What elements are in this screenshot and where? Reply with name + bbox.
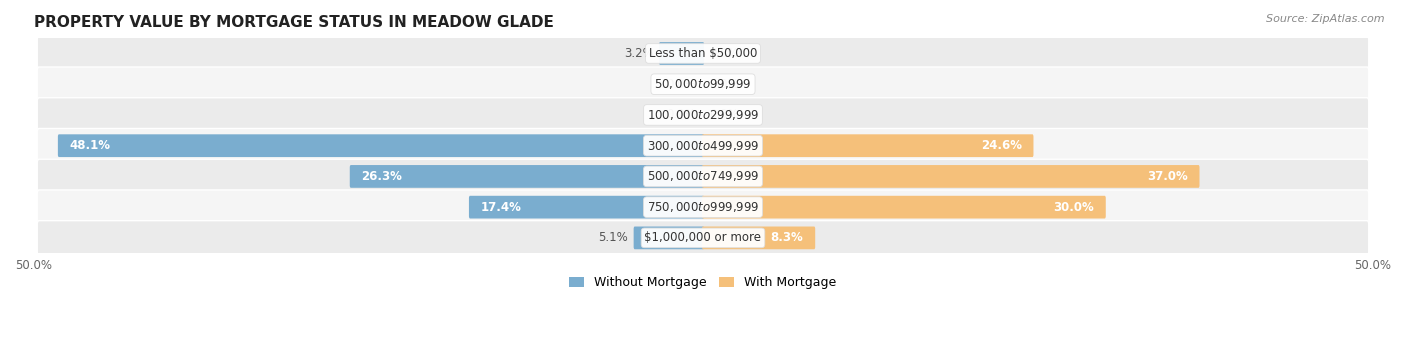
Text: 24.6%: 24.6% xyxy=(980,139,1022,152)
FancyBboxPatch shape xyxy=(37,67,1369,101)
FancyBboxPatch shape xyxy=(37,36,1369,71)
Text: $100,000 to $299,999: $100,000 to $299,999 xyxy=(647,108,759,122)
FancyBboxPatch shape xyxy=(470,196,704,219)
FancyBboxPatch shape xyxy=(702,196,1105,219)
FancyBboxPatch shape xyxy=(702,134,1033,157)
Text: $300,000 to $499,999: $300,000 to $499,999 xyxy=(647,139,759,153)
Text: Source: ZipAtlas.com: Source: ZipAtlas.com xyxy=(1267,14,1385,23)
FancyBboxPatch shape xyxy=(37,98,1369,132)
Text: 17.4%: 17.4% xyxy=(481,201,522,214)
Text: 5.1%: 5.1% xyxy=(599,232,628,244)
Text: PROPERTY VALUE BY MORTGAGE STATUS IN MEADOW GLADE: PROPERTY VALUE BY MORTGAGE STATUS IN MEA… xyxy=(34,15,554,30)
Text: 30.0%: 30.0% xyxy=(1053,201,1094,214)
Text: 48.1%: 48.1% xyxy=(70,139,111,152)
Text: 0.0%: 0.0% xyxy=(710,108,740,121)
Text: 26.3%: 26.3% xyxy=(361,170,402,183)
Text: 0.0%: 0.0% xyxy=(710,47,740,60)
FancyBboxPatch shape xyxy=(37,159,1369,193)
Text: $1,000,000 or more: $1,000,000 or more xyxy=(644,232,762,244)
FancyBboxPatch shape xyxy=(37,129,1369,163)
FancyBboxPatch shape xyxy=(659,42,704,65)
Text: 0.0%: 0.0% xyxy=(666,108,696,121)
Text: $50,000 to $99,999: $50,000 to $99,999 xyxy=(654,77,752,91)
FancyBboxPatch shape xyxy=(634,226,704,249)
FancyBboxPatch shape xyxy=(37,221,1369,255)
FancyBboxPatch shape xyxy=(702,165,1199,188)
Text: Less than $50,000: Less than $50,000 xyxy=(648,47,758,60)
Text: 37.0%: 37.0% xyxy=(1147,170,1188,183)
Text: 0.0%: 0.0% xyxy=(710,78,740,91)
Text: 3.2%: 3.2% xyxy=(624,47,654,60)
Text: $750,000 to $999,999: $750,000 to $999,999 xyxy=(647,200,759,214)
Text: 0.0%: 0.0% xyxy=(666,78,696,91)
FancyBboxPatch shape xyxy=(350,165,704,188)
Legend: Without Mortgage, With Mortgage: Without Mortgage, With Mortgage xyxy=(564,271,842,294)
FancyBboxPatch shape xyxy=(702,226,815,249)
FancyBboxPatch shape xyxy=(37,190,1369,224)
FancyBboxPatch shape xyxy=(58,134,704,157)
Text: 8.3%: 8.3% xyxy=(770,232,803,244)
Text: $500,000 to $749,999: $500,000 to $749,999 xyxy=(647,169,759,183)
